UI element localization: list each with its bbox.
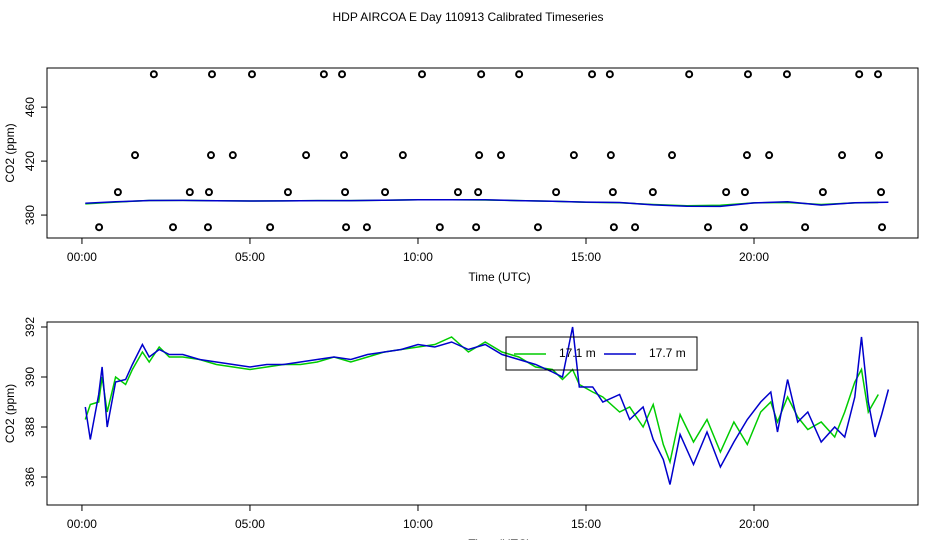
calibration-point	[569, 151, 578, 160]
calibration-point	[588, 70, 597, 79]
x-tick-label: 05:00	[235, 250, 265, 264]
calibration-point	[631, 223, 640, 232]
calibration-point	[496, 151, 505, 160]
y-tick-label: 420	[23, 151, 37, 171]
x-tick-label: 10:00	[403, 250, 433, 264]
series-line	[84, 336, 879, 465]
calibration-point	[739, 223, 748, 232]
calibration-point	[319, 70, 328, 79]
calibration-point	[149, 70, 158, 79]
calibration-point	[877, 188, 886, 197]
calibration-point	[474, 188, 483, 197]
calibration-point	[648, 188, 657, 197]
calibration-point	[228, 151, 237, 160]
calibration-point	[608, 188, 617, 197]
x-axis-label: Time (UTC)	[468, 270, 530, 284]
calibration-point	[203, 223, 212, 232]
calibration-point	[477, 70, 486, 79]
series-line	[85, 198, 889, 208]
calibration-point	[113, 188, 122, 197]
calibration-point	[472, 223, 481, 232]
calibration-point	[838, 151, 847, 160]
plot-box	[46, 67, 919, 239]
calibration-point	[605, 70, 614, 79]
calibration-point	[703, 223, 712, 232]
calibration-point	[685, 70, 694, 79]
calibration-point	[338, 70, 347, 79]
calibration-point	[340, 151, 349, 160]
calibration-point	[855, 70, 864, 79]
calibration-point	[475, 151, 484, 160]
x-tick-label: 15:00	[571, 250, 601, 264]
calibration-point	[742, 151, 751, 160]
calibration-point	[362, 223, 371, 232]
calibration-point	[283, 188, 292, 197]
plot-box	[46, 321, 919, 506]
calibration-point	[247, 70, 256, 79]
calibration-point	[453, 188, 462, 197]
calibration-point	[533, 223, 542, 232]
series-line	[84, 326, 890, 485]
calibration-point	[207, 70, 216, 79]
calibration-point	[552, 188, 561, 197]
calibration-point	[875, 151, 884, 160]
x-tick-label: 20:00	[739, 517, 769, 531]
calibration-point	[878, 223, 887, 232]
calibration-point	[206, 151, 215, 160]
calibration-point	[341, 188, 350, 197]
calibration-point	[302, 151, 311, 160]
calibration-point	[801, 223, 810, 232]
y-axis-label: CO2 (ppm)	[3, 123, 17, 182]
x-tick-label: 00:00	[67, 517, 97, 531]
y-tick-label: 460	[23, 97, 37, 117]
calibration-point	[765, 151, 774, 160]
calibration-point	[874, 70, 883, 79]
y-tick-label: 390	[23, 367, 37, 387]
x-axis-label: Time (UTC)	[468, 537, 530, 540]
calibration-point	[515, 70, 524, 79]
x-tick-label: 10:00	[403, 517, 433, 531]
calibration-point	[266, 223, 275, 232]
calibration-point	[606, 151, 615, 160]
y-tick-label: 392	[23, 317, 37, 337]
calibration-point	[418, 70, 427, 79]
legend-label: 17.1 m	[559, 346, 596, 360]
y-tick-label: 380	[23, 205, 37, 225]
calibration-point	[381, 188, 390, 197]
calibration-point	[743, 70, 752, 79]
calibration-point	[609, 223, 618, 232]
legend-box	[505, 336, 698, 371]
calibration-point	[435, 223, 444, 232]
calibration-point	[740, 188, 749, 197]
calibration-point	[204, 188, 213, 197]
chart-title: HDP AIRCOA E Day 110913 Calibrated Times…	[332, 10, 603, 24]
calibration-point	[722, 188, 731, 197]
calibration-point	[342, 223, 351, 232]
calibration-point	[95, 223, 104, 232]
x-tick-label: 20:00	[739, 250, 769, 264]
x-tick-label: 00:00	[67, 250, 97, 264]
calibration-point	[818, 188, 827, 197]
calibration-point	[668, 151, 677, 160]
x-tick-label: 15:00	[571, 517, 601, 531]
calibration-point	[185, 188, 194, 197]
legend-label: 17.7 m	[649, 346, 686, 360]
x-tick-label: 05:00	[235, 517, 265, 531]
calibration-point	[131, 151, 140, 160]
y-tick-label: 386	[23, 467, 37, 487]
y-axis-label: CO2 (ppm)	[3, 384, 17, 443]
calibration-point	[398, 151, 407, 160]
y-tick-label: 388	[23, 417, 37, 437]
calibration-point	[782, 70, 791, 79]
calibration-point	[169, 223, 178, 232]
